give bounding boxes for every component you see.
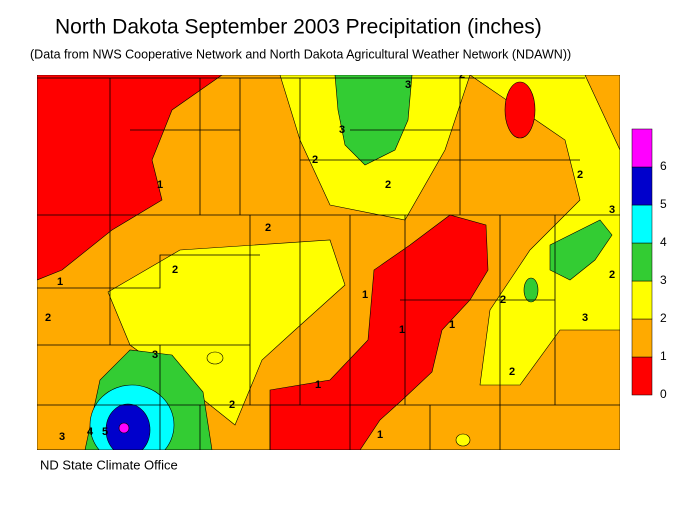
contour-label: 3 [405,79,411,91]
legend-swatch [631,128,653,168]
legend-label: 5 [660,197,667,211]
region [107,239,346,426]
region [455,433,471,447]
contour-label: 3 [582,312,588,324]
contour-label: 2 [459,69,465,81]
legend-swatch [631,242,653,282]
legend-label: 0 [660,387,667,401]
region [549,219,613,281]
contour-label: 1 [362,289,368,301]
contour-label: 2 [609,269,615,281]
legend-label: 3 [660,273,667,287]
contour-label: 2 [385,179,391,191]
legend-swatch [631,204,653,244]
contour-label: 1 [315,379,321,391]
map-subtitle: (Data from NWS Cooperative Network and N… [30,47,571,61]
contour-label: 3 [339,124,345,136]
contour-label: 1 [399,324,405,336]
contour-label: 3 [152,349,158,361]
region [269,214,489,450]
region [37,75,223,281]
legend-swatch [631,356,653,396]
contour-label: 2 [500,294,506,306]
region [334,75,413,166]
county-lines [37,77,620,450]
contour-label: 1 [157,179,163,191]
contour-label: 2 [265,222,271,234]
contour-label: 2 [509,366,515,378]
region [504,81,536,139]
map-title: North Dakota September 2003 Precipitatio… [55,16,542,39]
region [118,422,130,434]
region [206,351,224,365]
contour-label: 3 [609,204,615,216]
legend: 0 1 2 3 4 5 6 [631,128,667,401]
contour-label: 5 [102,426,108,438]
contour-label: 2 [229,399,235,411]
contour-label: 1 [449,319,455,331]
legend-label: 4 [660,235,667,249]
contour-label: 3 [59,431,65,443]
contour-label: 2 [312,154,318,166]
legend-swatch [631,280,653,320]
contour-label: 1 [57,276,63,288]
contour-label: 2 [45,312,51,324]
contour-label: 2 [577,169,583,181]
legend-swatch [631,166,653,206]
region [523,277,539,303]
credit: ND State Climate Office [40,457,178,472]
map: 1 1 2 2 2 3 3 2 2 2 1 1 1 1 2 3 3 2 2 3 3 4 5 2 1 2 [37,69,620,450]
legend-swatch [631,318,653,358]
contour-label: 1 [377,429,383,441]
legend-label: 2 [660,311,667,325]
contour-label: 4 [87,426,94,438]
legend-label: 6 [660,159,667,173]
legend-label: 1 [660,349,667,363]
contour-label: 2 [172,264,178,276]
